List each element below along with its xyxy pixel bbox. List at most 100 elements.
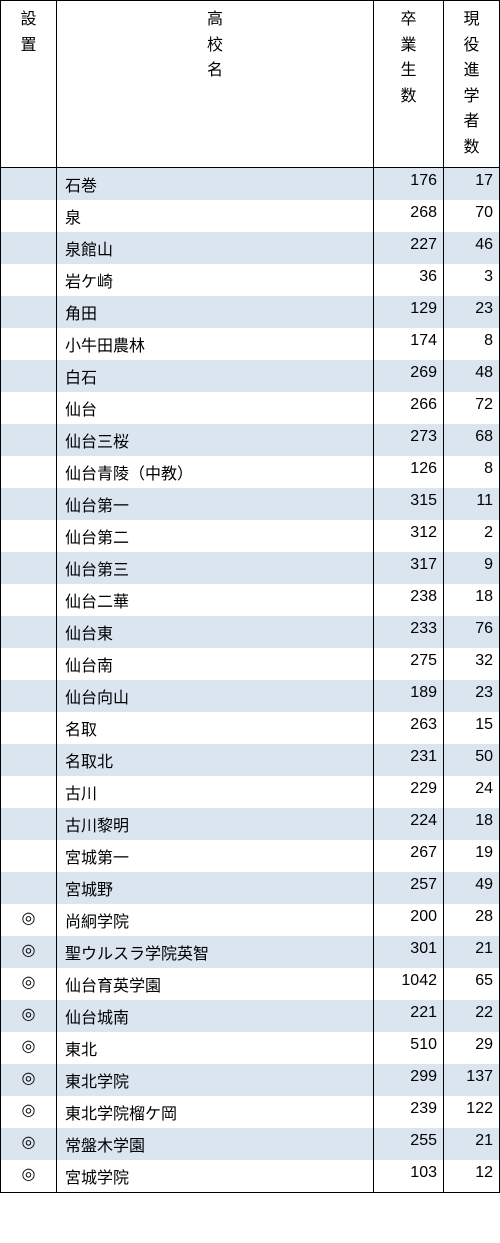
cell-adv: 122 [444,1096,500,1128]
cell-grad: 299 [374,1064,444,1096]
table-row: ◎東北学院299137 [1,1064,500,1096]
header-char: 者 [448,109,495,135]
cell-setti: ◎ [1,1032,57,1064]
table-row: 小牛田農林1748 [1,328,500,360]
cell-setti [1,712,57,744]
cell-setti [1,296,57,328]
header-char: 数 [448,135,495,161]
cell-name: 石巻 [57,167,374,200]
cell-name: 聖ウルスラ学院英智 [57,936,374,968]
cell-adv: 18 [444,808,500,840]
cell-setti [1,552,57,584]
table-row: 白石26948 [1,360,500,392]
header-char: 進 [448,58,495,84]
cell-name: 仙台青陵（中教） [57,456,374,488]
cell-setti [1,680,57,712]
cell-setti: ◎ [1,1064,57,1096]
cell-setti [1,840,57,872]
table-row: 仙台三桜27368 [1,424,500,456]
cell-setti [1,232,57,264]
cell-adv: 9 [444,552,500,584]
cell-adv: 23 [444,680,500,712]
cell-adv: 23 [444,296,500,328]
header-char: 数 [378,84,439,110]
cell-adv: 46 [444,232,500,264]
table-row: ◎聖ウルスラ学院英智30121 [1,936,500,968]
cell-setti: ◎ [1,1000,57,1032]
table-row: 宮城第一26719 [1,840,500,872]
cell-name: 岩ケ崎 [57,264,374,296]
cell-name: 名取北 [57,744,374,776]
cell-adv: 21 [444,1128,500,1160]
cell-name: 名取 [57,712,374,744]
cell-name: 白石 [57,360,374,392]
cell-grad: 257 [374,872,444,904]
table-row: ◎尚絅学院20028 [1,904,500,936]
header-char: 校 [61,33,369,59]
cell-adv: 137 [444,1064,500,1096]
cell-setti [1,648,57,680]
cell-name: 常盤木学園 [57,1128,374,1160]
school-table: 設置 高校名 卒業生数 現役進学者数 石巻17617泉26870泉館山22746… [0,0,500,1193]
cell-name: 仙台二華 [57,584,374,616]
header-row: 設置 高校名 卒業生数 現役進学者数 [1,1,500,168]
cell-name: 仙台三桜 [57,424,374,456]
header-char: 学 [448,84,495,110]
cell-grad: 221 [374,1000,444,1032]
cell-setti [1,200,57,232]
table-row: 名取26315 [1,712,500,744]
cell-grad: 315 [374,488,444,520]
header-char: 現 [448,7,495,33]
cell-grad: 200 [374,904,444,936]
cell-grad: 238 [374,584,444,616]
cell-adv: 50 [444,744,500,776]
table-row: 仙台東23376 [1,616,500,648]
cell-grad: 224 [374,808,444,840]
cell-setti: ◎ [1,1160,57,1193]
cell-adv: 2 [444,520,500,552]
cell-setti [1,328,57,360]
cell-name: 宮城野 [57,872,374,904]
cell-name: 東北 [57,1032,374,1064]
table-row: 仙台26672 [1,392,500,424]
cell-grad: 189 [374,680,444,712]
cell-setti: ◎ [1,904,57,936]
cell-adv: 48 [444,360,500,392]
table-row: 泉館山22746 [1,232,500,264]
cell-adv: 65 [444,968,500,1000]
cell-setti [1,264,57,296]
table-row: 仙台第二3122 [1,520,500,552]
cell-name: 仙台第一 [57,488,374,520]
header-char: 業 [378,33,439,59]
table-row: 角田12923 [1,296,500,328]
table-row: ◎宮城学院10312 [1,1160,500,1193]
header-char: 置 [5,33,52,59]
table-row: ◎東北学院榴ケ岡239122 [1,1096,500,1128]
cell-grad: 255 [374,1128,444,1160]
cell-grad: 126 [374,456,444,488]
cell-grad: 269 [374,360,444,392]
table-row: 名取北23150 [1,744,500,776]
table-row: 泉26870 [1,200,500,232]
cell-name: 仙台南 [57,648,374,680]
cell-setti [1,167,57,200]
cell-setti [1,872,57,904]
cell-adv: 29 [444,1032,500,1064]
cell-setti: ◎ [1,968,57,1000]
cell-grad: 103 [374,1160,444,1193]
cell-setti [1,744,57,776]
table-row: 仙台向山18923 [1,680,500,712]
header-setti: 設置 [1,1,57,168]
cell-setti [1,776,57,808]
header-char: 名 [61,58,369,84]
cell-grad: 275 [374,648,444,680]
cell-grad: 312 [374,520,444,552]
cell-setti [1,584,57,616]
cell-grad: 510 [374,1032,444,1064]
cell-name: 角田 [57,296,374,328]
cell-name: 仙台向山 [57,680,374,712]
cell-grad: 227 [374,232,444,264]
cell-name: 東北学院榴ケ岡 [57,1096,374,1128]
table-row: 仙台第三3179 [1,552,500,584]
cell-adv: 17 [444,167,500,200]
